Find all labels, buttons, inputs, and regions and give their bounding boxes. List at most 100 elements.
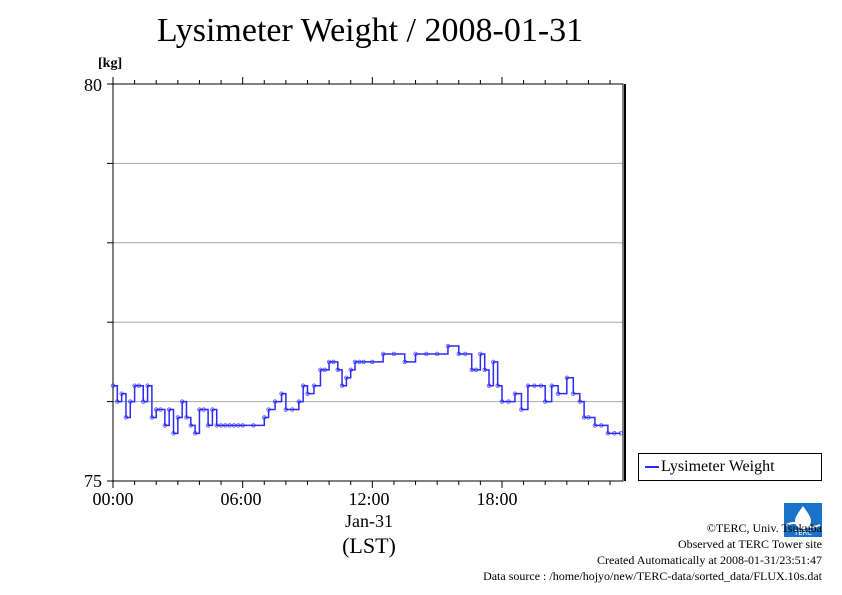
- data-point: [214, 423, 219, 428]
- x-axis-label: (LST): [342, 533, 396, 558]
- data-point: [141, 399, 146, 404]
- data-point: [543, 399, 548, 404]
- data-point: [519, 407, 524, 412]
- data-point: [564, 375, 570, 380]
- series-line: [113, 345, 621, 435]
- y-axis-unit: [kg]: [98, 56, 123, 71]
- plot-frame: [112, 83, 624, 482]
- data-point: [149, 415, 155, 420]
- data-point: [283, 407, 289, 412]
- data-point: [571, 391, 576, 396]
- data-point: [344, 375, 349, 380]
- data-point: [201, 407, 206, 412]
- data-point: [532, 383, 537, 388]
- data-point: [605, 431, 611, 436]
- x-tick-label-1800: 18:00: [476, 489, 518, 509]
- data-point: [424, 351, 429, 357]
- data-point: [240, 423, 245, 428]
- x-tick-label-0600: 06:00: [220, 489, 262, 509]
- data-point: [413, 351, 418, 357]
- data-point: [272, 399, 278, 404]
- data-point: [192, 431, 198, 436]
- data-point: [251, 423, 256, 428]
- data-point: [434, 351, 440, 357]
- data-point: [348, 367, 353, 373]
- data-point: [218, 423, 224, 428]
- legend-swatch: [645, 466, 659, 468]
- data-point: [495, 383, 500, 388]
- data-point: [236, 423, 241, 428]
- data-point: [205, 423, 211, 428]
- data-point: [370, 359, 375, 365]
- logo-text: TERC: [793, 529, 812, 537]
- data-point: [119, 391, 124, 396]
- y-tick-label-min: 75: [84, 471, 102, 491]
- data-point: [123, 415, 129, 420]
- data-point: [154, 407, 159, 412]
- credit-observed: Observed at TERC Tower site: [677, 537, 822, 551]
- data-point: [352, 359, 358, 365]
- data-point: [486, 383, 492, 388]
- data-point: [473, 367, 479, 373]
- data-point: [555, 391, 561, 396]
- data-point: [491, 359, 496, 365]
- data-point: [599, 423, 604, 428]
- data-point: [184, 415, 189, 420]
- data-point: [499, 399, 505, 404]
- data-point: [525, 383, 531, 388]
- data-point: [322, 367, 327, 373]
- credits: ©TERC, Univ. Tsukuba Observed at TERC To…: [483, 520, 822, 584]
- data-point: [592, 423, 598, 428]
- data-point: [136, 383, 142, 388]
- data-point: [162, 423, 168, 428]
- data-point: [456, 351, 461, 357]
- data-point: [506, 399, 511, 404]
- x-tick-label-1200: 12:00: [348, 489, 390, 509]
- data-point: [145, 383, 150, 388]
- data-point: [171, 431, 176, 436]
- data-point: [128, 399, 133, 404]
- data-point: [197, 407, 202, 412]
- terc-logo: TERC: [784, 503, 822, 537]
- data-point: [158, 407, 163, 412]
- data-point: [110, 383, 116, 388]
- legend-label: Lysimeter Weight: [661, 458, 775, 475]
- credit-copyright: ©TERC, Univ. Tsukuba: [706, 521, 822, 535]
- data-point: [586, 415, 591, 420]
- chart-title: Lysimeter Weight / 2008-01-31: [156, 12, 584, 49]
- data-point: [612, 431, 617, 436]
- data-point: [331, 359, 336, 365]
- data-point: [402, 359, 407, 365]
- data-point: [339, 383, 345, 388]
- data-point: [581, 415, 587, 420]
- data-point: [380, 351, 386, 357]
- data-point: [179, 399, 185, 404]
- data-point: [618, 431, 624, 436]
- data-point: [290, 407, 295, 412]
- data-point: [469, 367, 474, 373]
- data-point: [538, 383, 544, 388]
- data-point: [311, 383, 317, 388]
- credit-source: Data source : /home/hojyo/new/TERC-data/…: [483, 569, 822, 583]
- data-point: [445, 343, 451, 349]
- data-point: [231, 423, 237, 428]
- data-point: [132, 383, 137, 388]
- data-point: [166, 407, 172, 412]
- data-point: [296, 399, 302, 404]
- data-point: [512, 391, 518, 396]
- data-point: [357, 359, 362, 365]
- data-point: [223, 423, 228, 428]
- data-point: [318, 367, 323, 373]
- data-point: [463, 351, 468, 357]
- data-point: [391, 351, 397, 357]
- y-tick-label-max: 80: [84, 75, 102, 95]
- x-date-label: Jan-31: [345, 511, 393, 531]
- data-point: [210, 407, 215, 412]
- x-tick-label-0000: 00:00: [92, 489, 134, 509]
- data-point: [478, 351, 483, 357]
- credit-created: Created Automatically at 2008-01-31/23:5…: [597, 553, 822, 567]
- data-point: [361, 359, 366, 365]
- data-point: [262, 415, 267, 420]
- data-point: [482, 367, 487, 373]
